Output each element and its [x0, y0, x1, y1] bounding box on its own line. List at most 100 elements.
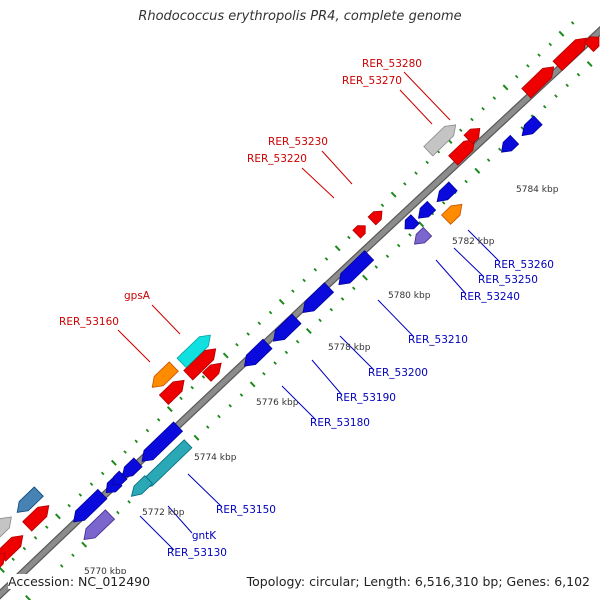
gene-label-reverse[interactable]: RER_53200	[368, 367, 428, 379]
tick-mark	[418, 221, 425, 228]
gene-arrow	[367, 210, 383, 226]
gene-arrow	[141, 421, 184, 462]
tick-mark	[116, 510, 120, 515]
tick-mark	[59, 564, 64, 568]
gene-label-reverse[interactable]: RER_53250	[478, 274, 538, 286]
gene-label-forward[interactable]: RER_53160	[59, 316, 119, 328]
tick-mark	[193, 434, 200, 441]
tick-mark	[201, 375, 206, 379]
tick-mark	[329, 307, 334, 312]
gene-arrow	[73, 488, 108, 523]
gene-arrow	[83, 509, 116, 540]
gene-arrow	[552, 37, 587, 72]
tick-mark	[268, 310, 273, 315]
leader-line	[321, 150, 353, 185]
gene-arrow	[583, 36, 600, 53]
gene-arrow	[244, 338, 273, 367]
leader-line	[311, 359, 343, 396]
gene-arrow	[463, 127, 481, 145]
tick-mark	[464, 179, 468, 184]
gene-label-reverse[interactable]: RER_53190	[336, 392, 396, 404]
tick-mark	[318, 318, 322, 323]
tick-mark	[537, 53, 541, 57]
kbp-label: 5782 kbp	[452, 237, 495, 247]
tick-mark	[334, 245, 341, 252]
tick-mark	[576, 72, 581, 77]
gene-label-reverse[interactable]: RER_53150	[216, 504, 276, 516]
kbp-label: 5778 kbp	[328, 343, 371, 353]
tick-mark	[470, 117, 474, 122]
gene-label-forward[interactable]: RER_53230	[268, 136, 328, 148]
tick-mark	[273, 361, 277, 365]
gene-label-reverse[interactable]: RER_53130	[167, 547, 227, 559]
gene-label-reverse[interactable]: RER_53240	[460, 291, 520, 303]
gene-label-forward[interactable]: gpsA	[124, 290, 151, 302]
tick-mark	[100, 471, 105, 476]
tick-mark	[246, 332, 250, 336]
tick-mark	[156, 418, 161, 422]
leader-line	[117, 329, 151, 363]
gene-arrow	[0, 552, 6, 568]
gene-label-forward[interactable]: RER_53280	[362, 58, 422, 70]
tick-mark	[340, 297, 345, 301]
gene-label-reverse[interactable]: gntK	[192, 530, 217, 542]
tick-mark	[222, 352, 229, 359]
gene-arrow	[112, 470, 128, 486]
leader-line	[403, 71, 451, 121]
tick-mark	[324, 257, 329, 261]
tick-mark	[278, 298, 285, 305]
tick-mark	[67, 503, 71, 508]
leader-line	[301, 167, 335, 199]
tick-mark	[374, 265, 378, 269]
tick-mark	[284, 350, 289, 355]
tick-mark	[166, 406, 173, 413]
tick-mark	[554, 94, 558, 98]
gene-arrow	[441, 203, 463, 225]
tick-mark	[542, 104, 547, 109]
tick-mark	[380, 203, 385, 208]
tick-mark	[262, 371, 266, 376]
kbp-label: 5770 kbp	[84, 567, 127, 577]
leader-line	[187, 473, 223, 508]
leader-line	[281, 385, 317, 421]
tick-mark	[514, 74, 519, 79]
gene-labels[interactable]: RER_53280 RER_53270 RER_53230 RER_53220 gpsA…	[59, 58, 554, 559]
leader-line	[151, 304, 181, 335]
accession-text: Accession: NC_012490	[8, 574, 151, 589]
tick-mark	[110, 459, 117, 466]
gene-features	[0, 36, 600, 568]
gene-label-forward[interactable]: RER_53270	[342, 75, 402, 87]
kbp-label: 5772 kbp	[142, 508, 185, 518]
leader-line	[339, 335, 375, 371]
tick-mark	[22, 546, 27, 551]
tick-mark	[249, 381, 256, 388]
genome-summary: Topology: circular; Length: 6,516,310 bp…	[246, 574, 590, 589]
gene-label-reverse[interactable]: RER_53260	[494, 259, 554, 271]
tick-mark	[127, 500, 131, 504]
tick-mark	[498, 147, 502, 152]
tick-mark	[179, 396, 183, 401]
tick-mark	[425, 160, 429, 165]
tick-mark	[295, 339, 300, 344]
tick-mark	[78, 493, 83, 497]
gene-label-forward[interactable]: RER_53220	[247, 153, 307, 165]
tick-mark	[352, 286, 356, 291]
tick-mark	[403, 182, 407, 186]
gene-arrow	[0, 516, 12, 538]
tick-mark	[257, 321, 262, 326]
gene-arrow	[521, 115, 543, 137]
gene-arrow	[22, 505, 50, 532]
tick-mark	[390, 191, 397, 198]
gene-label-reverse[interactable]: RER_53210	[408, 334, 468, 346]
tick-mark	[25, 594, 31, 600]
tick-mark	[235, 342, 239, 347]
scale-ticks	[0, 21, 593, 600]
gene-arrow	[501, 134, 520, 153]
gene-arrow	[404, 214, 420, 230]
kbp-label: 5776 kbp	[256, 398, 299, 408]
gene-label-reverse[interactable]: RER_53180	[310, 417, 370, 429]
label-leader-lines	[117, 71, 501, 551]
tick-mark	[492, 96, 497, 100]
tick-mark	[205, 425, 210, 429]
